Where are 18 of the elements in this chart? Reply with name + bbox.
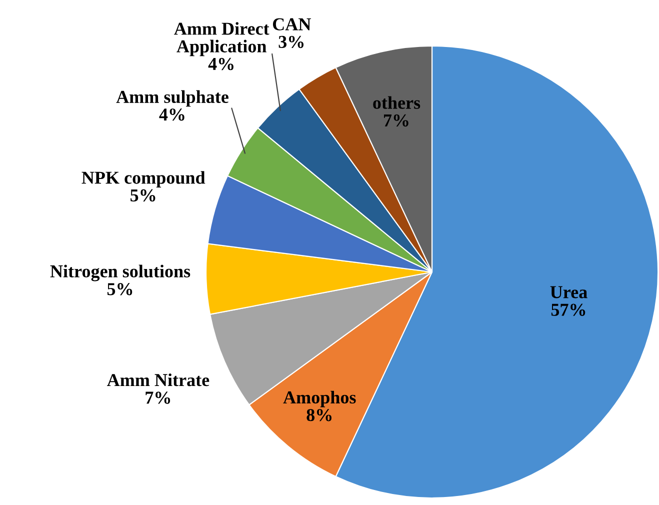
data-label: 7% — [384, 114, 408, 127]
data-label: 5% — [107, 283, 132, 296]
data-label: 57% — [551, 304, 586, 316]
slice-label: Urea — [550, 286, 588, 298]
slice-label: Amm Direct Application — [174, 22, 270, 56]
slice-label: Amm Nitrate — [107, 373, 210, 386]
data-label: 4% — [208, 58, 234, 70]
slice-label: others — [373, 96, 420, 109]
slice-label: Nitrogen solutions — [50, 264, 190, 282]
slice-label: Amophos — [283, 390, 356, 408]
data-label: 5% — [130, 189, 156, 202]
slice-label: NPK compound — [82, 171, 206, 188]
slice-label: Amm sulphate — [116, 90, 228, 107]
slice-label: CAN — [272, 18, 311, 30]
data-label: 7% — [146, 392, 170, 404]
data-label: 4% — [159, 108, 184, 121]
data-label: 3% — [278, 36, 304, 48]
data-label: 8% — [306, 408, 332, 422]
